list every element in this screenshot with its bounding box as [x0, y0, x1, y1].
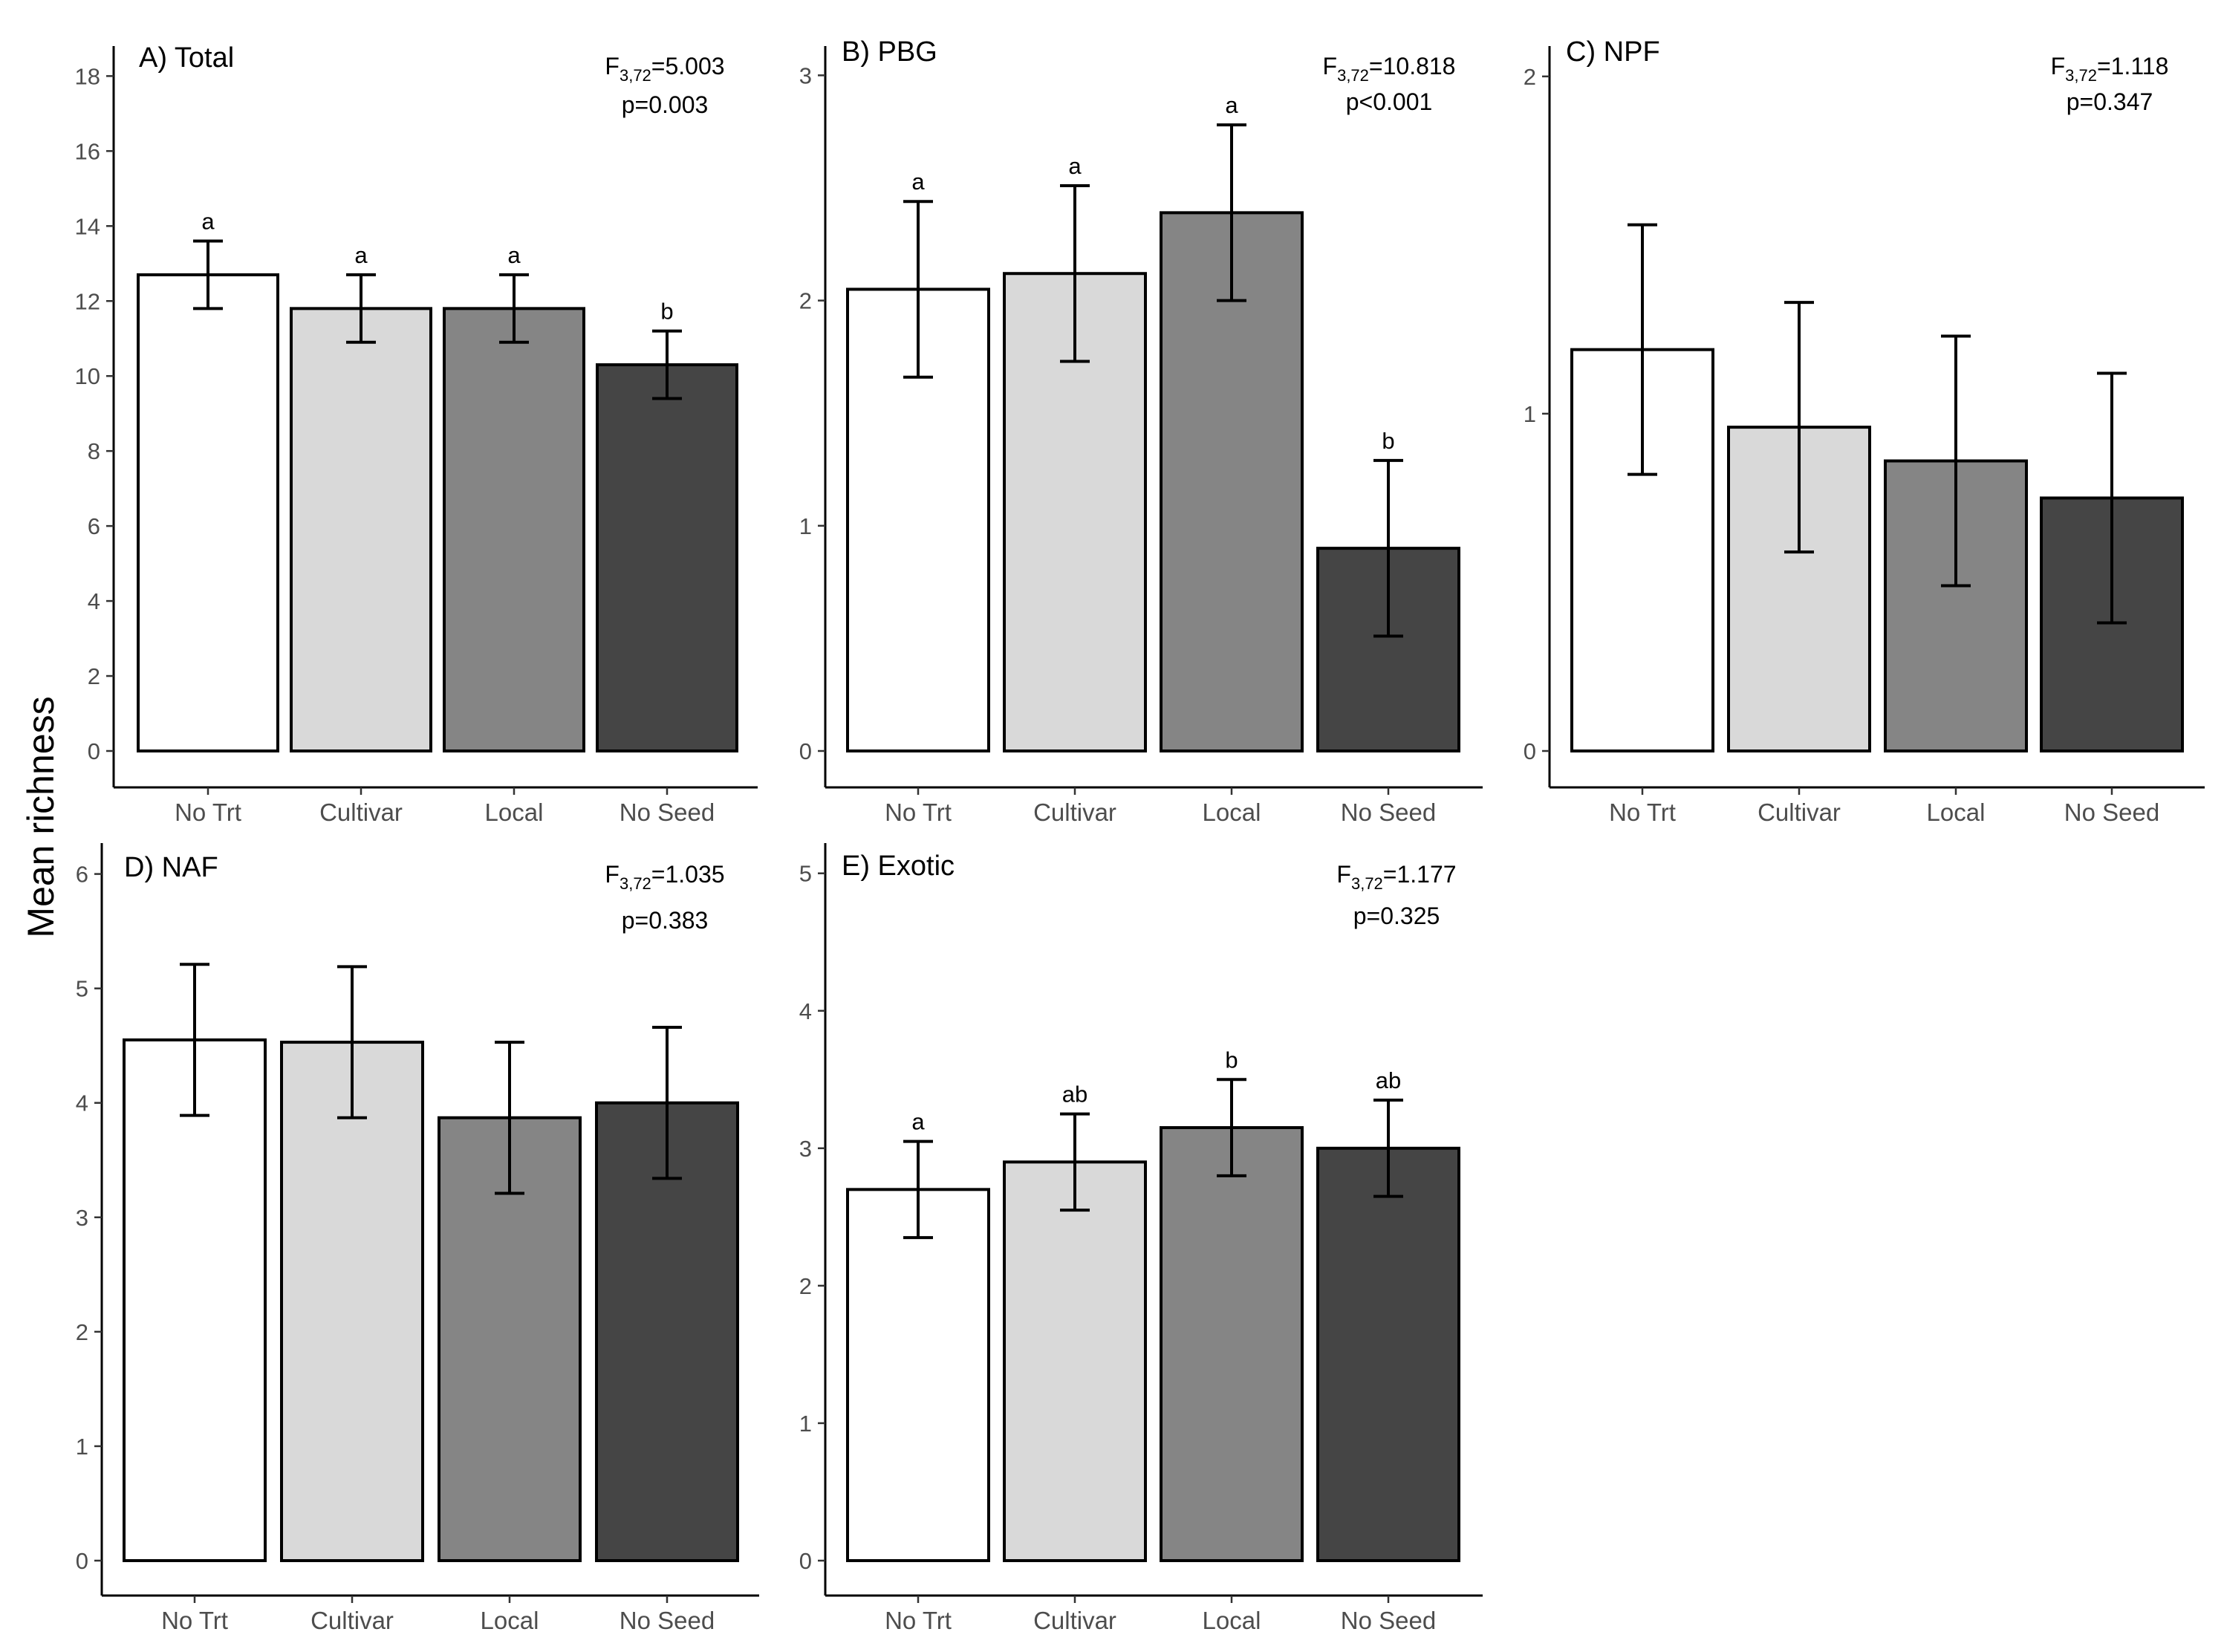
y-tick-label: 1: [799, 513, 812, 539]
y-tick-label: 14: [75, 213, 100, 239]
bar: [846, 1188, 990, 1563]
y-tick-label: 2: [88, 663, 100, 689]
bar: [596, 363, 738, 752]
significance-letter: a: [201, 208, 215, 234]
y-tick-label: 2: [799, 288, 812, 314]
x-tick-label: Local: [1203, 1607, 1261, 1634]
x-tick-label: No Trt: [175, 799, 241, 826]
x-tick-label: No Seed: [2064, 799, 2159, 826]
panel-title: E) Exotic: [842, 851, 955, 882]
panel-3: 0 1 2 3 4 5 6 No Trt Cultivar Local No Seed D) NAF F…: [76, 843, 759, 1634]
p-value: p=0.347: [2067, 88, 2153, 115]
panel-title: B) PBG: [842, 36, 937, 68]
x-tick-label: Cultivar: [1758, 799, 1841, 826]
f-statistic: F3,72=1.177: [1336, 861, 1456, 893]
y-tick-label: 8: [88, 438, 100, 464]
x-tick-label: No Trt: [161, 1607, 228, 1634]
p-value: p=0.383: [622, 907, 709, 934]
x-tick-label: Cultivar: [1033, 799, 1116, 826]
y-tick-label: 1: [799, 1411, 812, 1437]
y-axis-label: Mean richness: [20, 696, 62, 937]
significance-letter: a: [1068, 153, 1082, 179]
significance-letter: b: [1225, 1047, 1238, 1073]
y-tick-label: 5: [76, 976, 88, 1002]
p-value: p=0.003: [622, 91, 709, 118]
y-tick-label: 6: [76, 862, 88, 888]
bar: [280, 1041, 424, 1562]
p-value: p=0.325: [1353, 903, 1440, 929]
y-tick-label: 4: [88, 588, 100, 614]
y-tick-label: 3: [76, 1205, 88, 1231]
panel-title: C) NPF: [1566, 36, 1660, 68]
panel-4: 0 1 2 3 4 5 a No Trt ab Cultivar b Local ab No Seed E)…: [799, 843, 1483, 1634]
y-tick-label: 1: [76, 1434, 88, 1460]
y-tick-label: 10: [75, 363, 100, 389]
significance-letter: b: [660, 299, 673, 325]
panel-2: 0 1 2 No Trt Cultivar Local No Seed C) NPF F3,72…: [1524, 36, 2205, 826]
x-tick-label: Local: [1203, 799, 1261, 826]
significance-letter: a: [354, 242, 368, 268]
y-tick-label: 5: [799, 861, 812, 887]
panel-0: 0 2 4 6 8 10 12 14 16 18 a No Trt a Cultivar a Local b No…: [75, 42, 758, 826]
y-tick-label: 2: [1524, 64, 1536, 90]
significance-letter: a: [1225, 92, 1238, 118]
x-tick-label: No Seed: [1341, 1607, 1436, 1634]
significance-letter: ab: [1062, 1082, 1087, 1108]
significance-letter: a: [911, 169, 925, 195]
x-tick-label: No Trt: [1609, 799, 1676, 826]
y-tick-label: 12: [75, 288, 100, 314]
y-tick-label: 3: [799, 62, 812, 88]
f-statistic: F3,72=5.003: [605, 53, 724, 85]
y-tick-label: 3: [799, 1136, 812, 1162]
y-tick-label: 16: [75, 138, 100, 164]
y-tick-label: 1: [1524, 401, 1536, 427]
x-tick-label: No Seed: [1341, 799, 1436, 826]
x-tick-label: Cultivar: [310, 1607, 394, 1634]
significance-letter: a: [911, 1109, 925, 1135]
y-tick-label: 2: [799, 1273, 812, 1299]
x-tick-label: No Seed: [620, 1607, 715, 1634]
panel-title: D) NAF: [124, 852, 218, 883]
x-tick-label: Cultivar: [319, 799, 403, 826]
bar: [123, 1038, 267, 1562]
bar: [1316, 1146, 1460, 1563]
significance-letter: b: [1382, 428, 1394, 454]
y-tick-label: 6: [88, 513, 100, 539]
x-tick-label: Local: [485, 799, 544, 826]
f-statistic: F3,72=10.818: [1323, 53, 1456, 85]
bar: [1003, 1160, 1147, 1563]
panel-1: 0 1 2 3 a No Trt a Cultivar a Local b No Seed B) PBG…: [799, 36, 1483, 826]
y-tick-label: 0: [799, 1548, 812, 1574]
x-tick-label: Local: [481, 1607, 539, 1634]
y-tick-label: 0: [799, 738, 812, 764]
x-tick-label: No Trt: [885, 799, 952, 826]
significance-letter: a: [507, 242, 521, 268]
p-value: p<0.001: [1346, 88, 1433, 115]
x-tick-label: No Trt: [885, 1607, 952, 1634]
bar: [137, 273, 279, 752]
f-statistic: F3,72=1.035: [605, 861, 724, 893]
bar: [1160, 211, 1304, 753]
y-tick-label: 2: [76, 1319, 88, 1345]
panel-title: A) Total: [139, 42, 234, 74]
y-tick-label: 0: [76, 1548, 88, 1574]
bar: [1160, 1126, 1304, 1562]
f-statistic: F3,72=1.118: [2051, 53, 2169, 85]
x-tick-label: Cultivar: [1033, 1607, 1116, 1634]
y-tick-label: 4: [799, 998, 812, 1024]
x-tick-label: No Seed: [620, 799, 715, 826]
x-tick-label: Local: [1927, 799, 1986, 826]
bar: [290, 307, 432, 752]
significance-letter: ab: [1376, 1067, 1401, 1093]
y-tick-label: 18: [75, 63, 100, 89]
y-tick-label: 0: [1524, 738, 1536, 764]
bar: [443, 307, 585, 752]
y-tick-label: 0: [88, 738, 100, 764]
y-tick-label: 4: [76, 1090, 88, 1116]
